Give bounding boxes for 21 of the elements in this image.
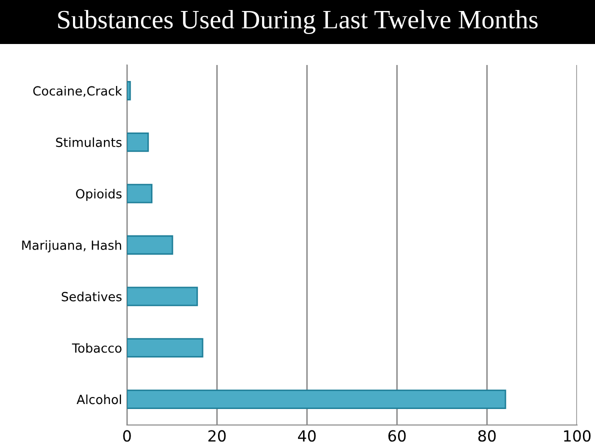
x-tick-label: 80 bbox=[478, 430, 496, 442]
bar bbox=[127, 235, 174, 255]
y-tick-label: Alcohol bbox=[76, 394, 121, 404]
bar bbox=[127, 286, 198, 306]
y-tick-label: Sedatives bbox=[62, 292, 122, 302]
y-tick-label: Marijuana, Hash bbox=[22, 240, 122, 252]
bar bbox=[127, 338, 204, 358]
x-tick-label: 40 bbox=[298, 430, 316, 442]
bar bbox=[127, 390, 506, 409]
x-tick-label: 20 bbox=[208, 430, 226, 442]
y-tick-label: Stimulants bbox=[56, 137, 122, 148]
y-tick-label: Cocaine,Crack bbox=[33, 86, 122, 97]
x-tick-label: 60 bbox=[388, 430, 406, 442]
bar bbox=[127, 81, 131, 100]
bar bbox=[127, 184, 152, 204]
bar bbox=[127, 132, 149, 152]
x-tick-label: 100 bbox=[564, 430, 591, 442]
chart-title: Substances Used During Last Twelve Months bbox=[58, 10, 538, 34]
y-tick-label: Tobacco bbox=[72, 343, 122, 353]
y-tick-label: Opioids bbox=[76, 188, 122, 201]
x-tick-label: 0 bbox=[123, 430, 131, 442]
